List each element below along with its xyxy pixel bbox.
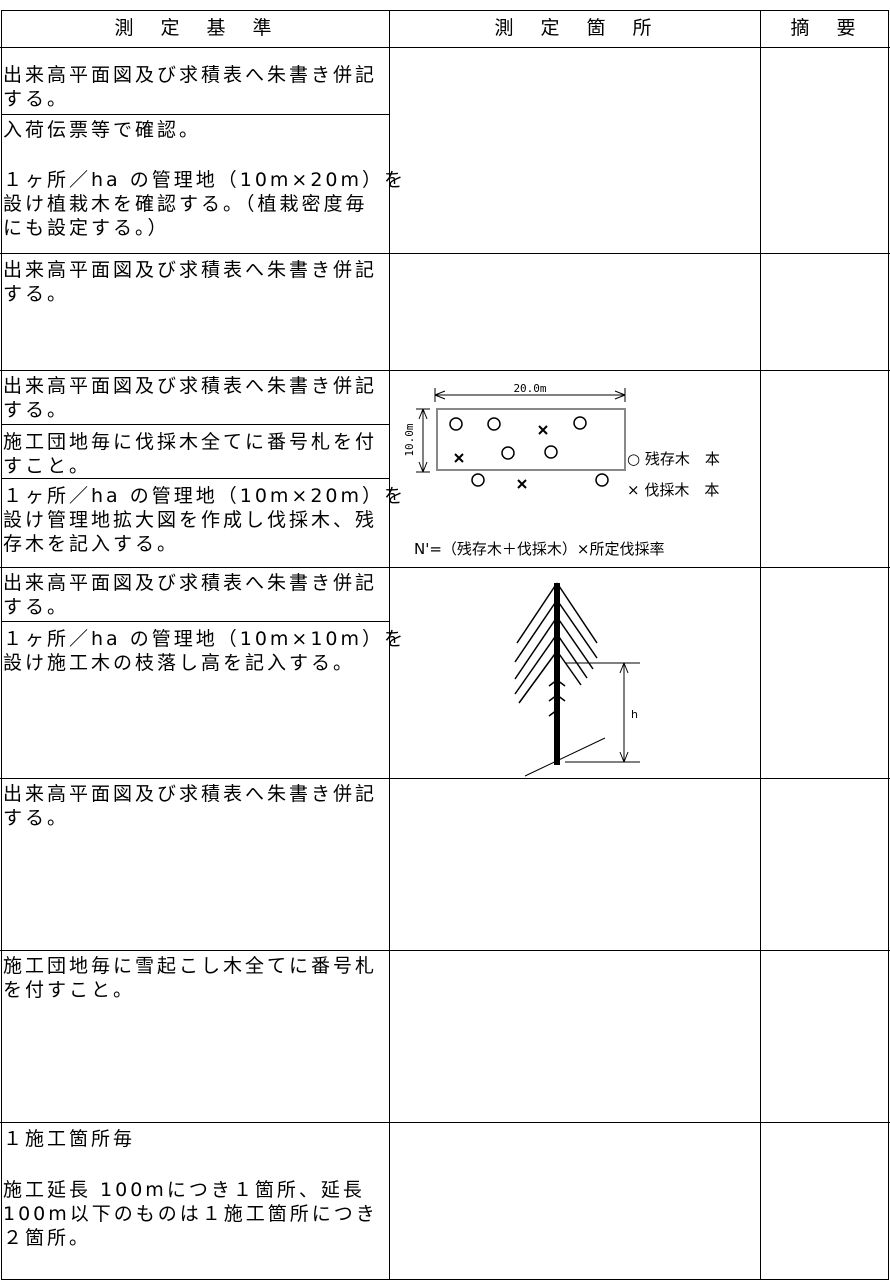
criteria-line: １施工箇所毎 (3, 1128, 136, 1150)
criteria-line: にも設定する。） (3, 217, 170, 239)
header-cell: 測 定 基 準 (114, 17, 276, 39)
criteria-line: 設け管理地拡大図を作成し伐採木、残 (3, 509, 378, 531)
formula: N'=（残存木＋伐採木）×所定伐採率 (414, 540, 664, 558)
tree-diagram (514, 582, 640, 777)
criteria-line: 施工延長 100mにつき１箇所、延長 (3, 1179, 365, 1201)
criteria-line: する。 (3, 807, 70, 829)
criteria-line: 設け植栽木を確認する。（植栽密度毎 (3, 193, 368, 215)
criteria-line: する。 (3, 283, 70, 305)
header-cell: 摘 要 (790, 17, 860, 39)
criteria-line: １ヶ所／ha の管理地（10m×20m）を (3, 169, 407, 191)
criteria-line: を付すこと。 (3, 979, 136, 1001)
criteria-line: 施工団地毎に雪起こし木全てに番号札 (3, 955, 378, 977)
criteria-line: 存木を記入する。 (3, 533, 180, 555)
header-cell: 測 定 箇 所 (494, 17, 656, 39)
criteria-line: 出来高平面図及び求積表へ朱書き併記 (3, 259, 378, 281)
height-label: 10.0m (403, 423, 416, 456)
criteria-line: １ヶ所／ha の管理地（10m×10m）を (3, 628, 407, 650)
criteria-line: 入荷伝票等で確認。 (3, 119, 202, 141)
criteria-line: すこと。 (3, 455, 92, 477)
criteria-line: 出来高平面図及び求積表へ朱書き併記 (3, 783, 378, 805)
width-label: 20.0m (513, 382, 546, 395)
criteria-line: 出来高平面図及び求積表へ朱書き併記 (3, 375, 378, 397)
tree-height-label: h (631, 708, 638, 721)
criteria-line: １ヶ所／ha の管理地（10m×20m）を (3, 485, 407, 507)
legend-felled: × 伐採木 本 (627, 481, 719, 499)
legend-remaining: ○ 残存木 本 (627, 450, 720, 468)
criteria-line: する。 (3, 399, 70, 421)
criteria-line: する。 (3, 596, 70, 618)
plot-diagram (416, 388, 626, 489)
criteria-line: 施工団地毎に伐採木全てに番号札を付 (3, 431, 378, 453)
criteria-line: 出来高平面図及び求積表へ朱書き併記 (3, 572, 378, 594)
criteria-line: 100m以下のものは１施工箇所につき (3, 1203, 378, 1225)
criteria-line: する。 (3, 88, 70, 110)
criteria-line: ２箇所。 (3, 1227, 92, 1249)
criteria-line: 出来高平面図及び求積表へ朱書き併記 (3, 64, 378, 86)
criteria-line: 設け施工木の枝落し高を記入する。 (3, 652, 356, 674)
